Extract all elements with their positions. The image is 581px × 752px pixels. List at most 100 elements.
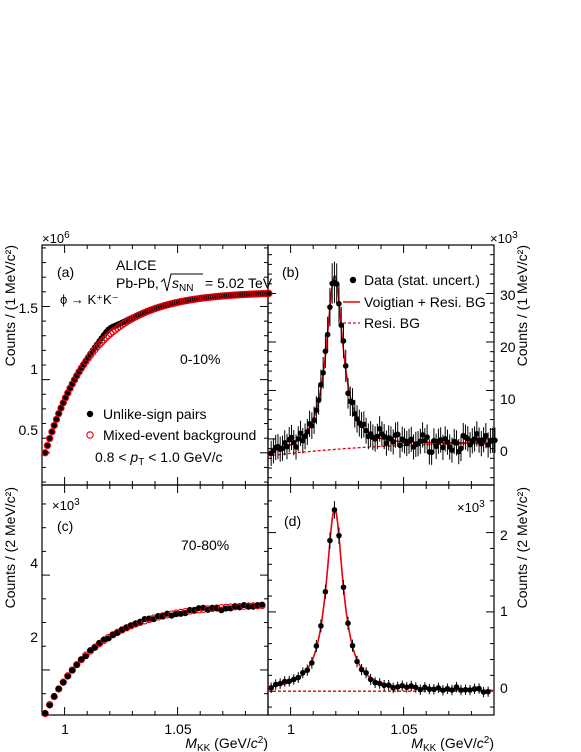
mixed-event-point xyxy=(104,331,113,340)
data-point xyxy=(383,440,390,446)
data-point xyxy=(471,436,478,442)
unlike-sign-point xyxy=(105,635,112,642)
data-point xyxy=(413,684,419,691)
unlike-sign-point xyxy=(51,693,58,700)
legend-label-unlike-sign: Unlike-sign pairs xyxy=(103,406,206,422)
unlike-sign-point xyxy=(60,679,67,686)
data-point xyxy=(290,676,297,683)
y-axis-title-bottom-left: Counts / (2 MeV/c²) xyxy=(2,487,18,608)
data-point xyxy=(363,669,369,676)
y-axis-title-bottom-right: Counts / (2 MeV/c²) xyxy=(514,487,530,608)
mixed-event-point xyxy=(265,289,273,298)
data-point xyxy=(300,437,306,444)
data-point xyxy=(302,433,308,440)
data-point xyxy=(417,438,424,444)
data-point xyxy=(485,688,491,695)
data-point xyxy=(322,348,329,355)
data-point xyxy=(422,684,428,691)
data-point xyxy=(295,674,302,681)
mixed-event-point xyxy=(102,334,110,342)
data-point xyxy=(342,363,349,369)
data-point xyxy=(417,686,424,693)
collision-system-label: Pb-Pb, sNN = 5.02 TeV xyxy=(116,273,273,294)
mixed-event-point xyxy=(109,328,117,336)
y-tick-label-b-0: 0 xyxy=(500,443,508,459)
mixed-event-point xyxy=(100,336,108,344)
data-point xyxy=(349,642,356,649)
data-point xyxy=(367,676,374,683)
data-point xyxy=(483,432,489,439)
data-point xyxy=(471,685,478,692)
data-point xyxy=(340,584,347,591)
data-point xyxy=(467,687,473,693)
data-point xyxy=(376,426,383,432)
data-point xyxy=(394,431,401,438)
data-point xyxy=(440,687,446,694)
resi-bg-curve xyxy=(267,443,494,457)
legend-label-mixed-event: Mixed-event background xyxy=(103,427,256,443)
data-point xyxy=(354,416,360,422)
y-axis-title-top-right: Counts / (1 MeV/c²) xyxy=(514,245,530,366)
unlike-sign-point xyxy=(265,290,273,297)
y-tick-label-c-2: 2 xyxy=(30,629,38,645)
data-point xyxy=(327,537,333,544)
multiplier-d: ×103 xyxy=(457,499,485,515)
data-point xyxy=(433,443,439,450)
data-point xyxy=(449,687,455,693)
x-axis-title-right: MKK (GeV/c2) xyxy=(411,735,494,752)
y-tick-label-b-10: 10 xyxy=(500,391,516,407)
voigtian-fit-curve xyxy=(267,507,494,692)
unlike-sign-point xyxy=(69,667,76,674)
data-point xyxy=(286,678,293,685)
data-point xyxy=(277,680,284,687)
data-point xyxy=(320,369,326,376)
legend-label-data: Data (stat. uncert.) xyxy=(364,272,480,288)
data-point xyxy=(419,432,426,438)
panel-c-frame xyxy=(41,484,269,716)
data-point xyxy=(313,407,320,413)
data-point xyxy=(462,686,469,693)
data-point xyxy=(351,410,358,417)
mixed-event-point xyxy=(107,329,115,338)
data-point xyxy=(440,444,446,451)
y-tick-labels-right: 0 10 20 30 0 1 2 xyxy=(500,287,516,696)
unlike-sign-point xyxy=(46,435,53,442)
x-tick-label-c-1: 1 xyxy=(61,721,69,737)
legend-a: Unlike-sign pairs Mixed-event background xyxy=(86,406,256,443)
data-point xyxy=(399,682,406,689)
data-point xyxy=(327,304,333,310)
data-point xyxy=(336,300,342,307)
data-point xyxy=(318,381,324,388)
unlike-sign-point xyxy=(91,644,98,651)
data-point xyxy=(449,447,455,453)
y-tick-label-b-20: 20 xyxy=(500,339,516,355)
panel-d-frame xyxy=(267,484,495,716)
centrality-c: 70-80% xyxy=(181,537,229,553)
mixed-event-point xyxy=(41,449,49,457)
collision-prefix: Pb-Pb, xyxy=(116,275,159,291)
data-point xyxy=(304,667,311,673)
data-point xyxy=(431,686,437,693)
panel-label-d: (d) xyxy=(284,513,301,529)
mixed-event-point xyxy=(50,421,58,430)
x-tick-label-d-1: 1 xyxy=(287,721,295,737)
y-tick-label-a-15: 1.5 xyxy=(19,300,39,316)
data-point xyxy=(349,399,356,406)
mixed-event-point xyxy=(48,428,56,436)
unlike-sign-point xyxy=(55,685,62,692)
data-point xyxy=(358,666,365,673)
data-point xyxy=(408,683,415,689)
data-point xyxy=(403,684,410,690)
data-point xyxy=(376,680,383,687)
unlike-sign-point xyxy=(82,653,89,660)
alice-label: ALICE xyxy=(116,257,156,273)
data-point xyxy=(304,429,311,435)
data-point xyxy=(363,427,369,434)
data-point xyxy=(295,436,302,442)
pt-range-label: 0.8 < pT < 1.0 GeV/c xyxy=(95,449,223,468)
data-point xyxy=(381,433,387,440)
data-point xyxy=(284,443,290,450)
data-point xyxy=(318,623,324,629)
x-axis-title-left: MKK (GeV/c2) xyxy=(185,735,268,752)
